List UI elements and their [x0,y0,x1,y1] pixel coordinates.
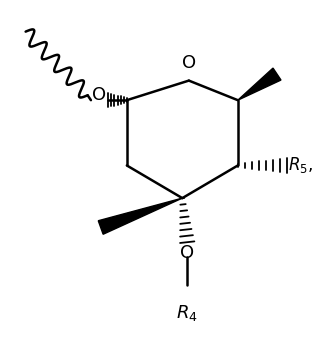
Text: $R_{4}$: $R_{4}$ [176,303,198,323]
Text: O: O [92,86,106,104]
Text: O: O [182,54,196,73]
Polygon shape [238,68,281,100]
Text: O: O [180,244,194,262]
Text: $R_{5}$,: $R_{5}$, [289,155,314,175]
Polygon shape [98,198,182,234]
